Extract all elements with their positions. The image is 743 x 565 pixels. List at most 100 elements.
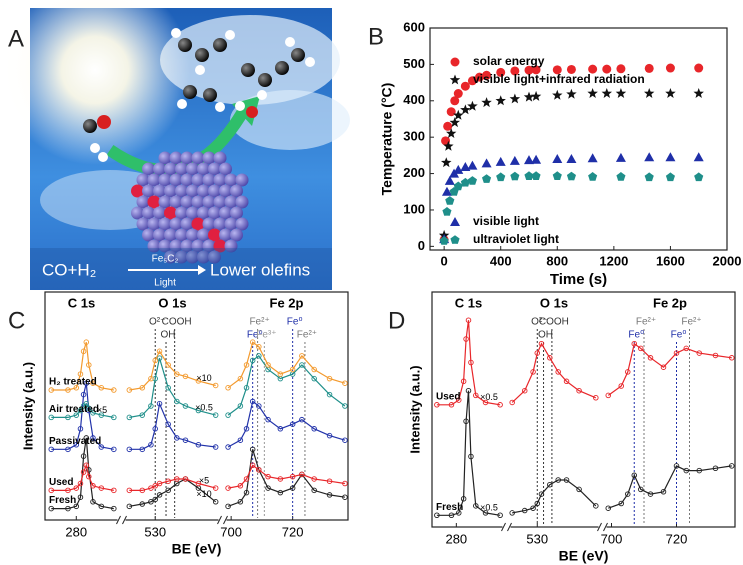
data-point: [665, 88, 676, 98]
panel-label: A: [8, 25, 24, 52]
x-tick-label: 720: [282, 524, 304, 539]
atom-c: [275, 61, 289, 75]
reference-label: COOH: [539, 317, 569, 328]
spectrum: [512, 344, 596, 403]
legend-marker: [450, 217, 460, 226]
data-point: [510, 172, 519, 181]
atom-c: [213, 38, 227, 52]
y-axis-label: Intensity (a.u.): [407, 365, 422, 453]
reference-label: Fe³⁺: [256, 330, 276, 341]
data-point: [445, 196, 454, 205]
segment-title: C 1s: [68, 295, 95, 310]
segment-title: O 1s: [540, 295, 568, 310]
panel-label: B: [368, 23, 384, 50]
data-point: [616, 153, 626, 162]
x-tick-label: 700: [601, 531, 623, 546]
y-tick-label: 200: [403, 165, 425, 180]
reference-label: Fe⁰: [287, 317, 303, 328]
reference-label: Fe²⁺: [249, 317, 269, 328]
data-point: [454, 89, 463, 98]
page: CO+H₂ Fe₅C₂ Light Lower olefins A B C D …: [0, 0, 743, 565]
data-point: [644, 88, 654, 98]
x-tick-label: 530: [144, 524, 166, 539]
data-point: [694, 172, 703, 181]
data-point: [694, 64, 703, 73]
data-point: [588, 172, 597, 181]
legend-label: visible light: [473, 214, 539, 228]
segment-title: Fe 2p: [270, 295, 304, 310]
x-tick-label: 0: [441, 253, 448, 268]
nanoparticle: [131, 152, 249, 264]
atom-c: [195, 48, 209, 62]
atom: [230, 185, 243, 198]
atom-h: [171, 28, 181, 38]
data-point: [602, 88, 612, 98]
spectrum: [228, 401, 345, 447]
data-point: [482, 158, 492, 167]
legend-marker: [450, 235, 459, 244]
atom-h: [225, 30, 235, 40]
y-tick-label: 500: [403, 56, 425, 71]
x-tick-label: 2000: [713, 253, 742, 268]
data-point: [531, 91, 542, 101]
scale-label: ×5: [199, 475, 209, 485]
panel-label: C: [8, 307, 25, 334]
atom-c: [291, 48, 305, 62]
data-point: [510, 94, 520, 104]
scale-label: ×0.5: [480, 392, 498, 402]
spectrum: [437, 391, 500, 516]
data-point: [553, 171, 562, 180]
reference-label: OH: [161, 330, 176, 341]
data-point: [467, 161, 477, 170]
scale-label: ×10: [196, 373, 211, 383]
atom-c: [183, 85, 197, 99]
atom: [230, 207, 243, 220]
data-point: [644, 152, 654, 161]
reference-label: Fe²⁺: [681, 317, 701, 328]
data-point: [694, 88, 704, 98]
atom-o: [97, 115, 111, 129]
data-point: [442, 207, 451, 216]
reference-label: COOH: [162, 317, 192, 328]
atom-c: [83, 119, 97, 133]
series-label: Fresh: [436, 502, 463, 513]
x-axis-label: BE (eV): [559, 548, 609, 564]
panel-label: D: [388, 307, 405, 334]
data-point: [616, 172, 625, 181]
reference-label: Fe²⁺: [636, 317, 656, 328]
product: Lower olefins: [210, 260, 310, 279]
spectrum: [608, 466, 732, 508]
atom-h: [285, 37, 295, 47]
y-axis-label: Temperature (°C): [379, 83, 395, 196]
legend-label: ultraviolet light: [473, 232, 559, 246]
data-point: [616, 88, 627, 98]
x-axis-label: BE (eV): [172, 541, 222, 557]
x-tick-label: 800: [546, 253, 568, 268]
data-point: [510, 156, 520, 165]
y-tick-label: 400: [403, 92, 425, 107]
data-point: [566, 154, 576, 163]
series-label: Passivated: [49, 436, 101, 447]
scale-label: ×10: [196, 489, 211, 499]
spectrum-point: [510, 400, 515, 405]
atom-h: [90, 143, 100, 153]
spectrum: [129, 351, 215, 390]
data-point: [666, 172, 675, 181]
catalyst: Fe₅C₂: [152, 254, 179, 265]
atom-c: [258, 73, 272, 87]
series-label: H₂ treated: [49, 377, 97, 388]
figure: CO+H₂ Fe₅C₂ Light Lower olefins A B C D …: [0, 0, 743, 565]
series-label: Used: [436, 391, 460, 402]
illustration: CO+H₂ Fe₅C₂ Light Lower olefins: [0, 0, 350, 290]
x-tick-label: 1600: [656, 253, 685, 268]
x-tick-label: 720: [666, 531, 688, 546]
segment-title: C 1s: [455, 295, 482, 310]
reference-label: Fe²⁺: [297, 330, 317, 341]
data-point: [567, 172, 576, 181]
x-tick-label: 1200: [599, 253, 628, 268]
spectrum-point: [226, 413, 231, 418]
y-tick-label: 0: [418, 238, 425, 253]
segment-title: O 1s: [158, 295, 186, 310]
data-point: [588, 153, 598, 162]
series-label: Used: [49, 477, 73, 488]
